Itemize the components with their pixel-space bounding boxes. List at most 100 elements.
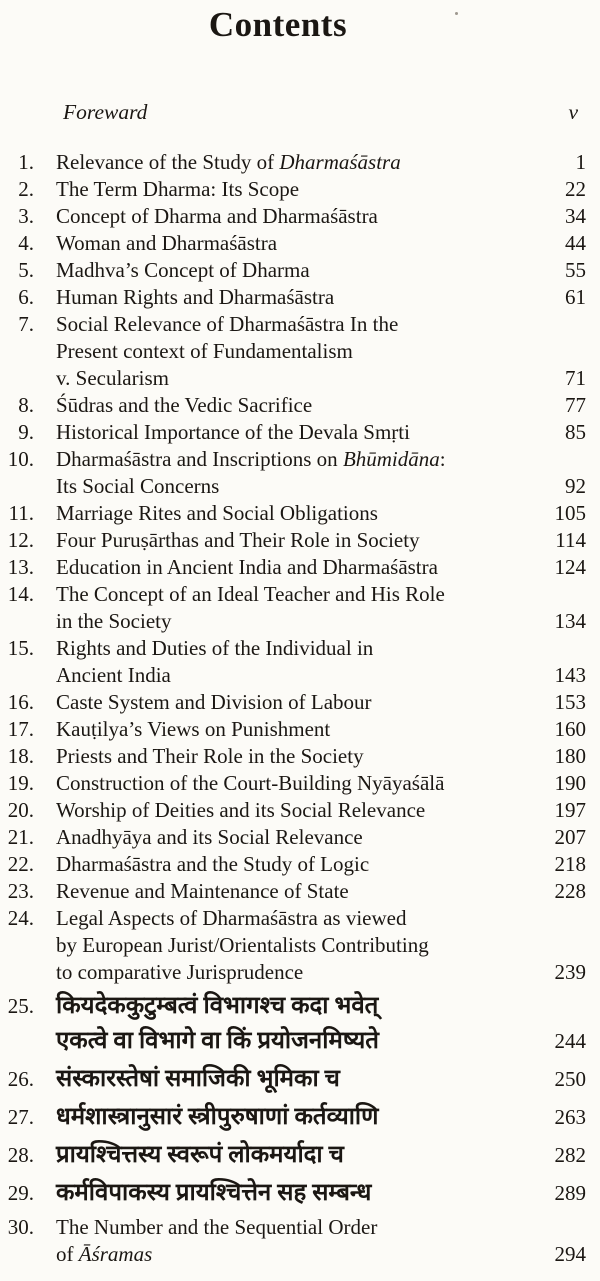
entry-page-number: 61 [565, 285, 586, 309]
entry-title-text: एकत्वे वा विभागे वा किं प्रयोजनमिष्यते [56, 1028, 379, 1054]
toc-list: 1. Relevance of the Study of Dharmaśāstra… [0, 149, 600, 1268]
entry-number: 30. [7, 1215, 34, 1239]
entry-title-text: : [439, 447, 446, 471]
entry-title-text: Bhūmidāna [342, 447, 440, 471]
entry-title-text: Dharmaśāstra and Inscriptions on [56, 447, 343, 471]
entry-title-line: Madhva’s Concept of Dharma [56, 257, 542, 284]
entry-title-line: in the Society [56, 608, 542, 635]
entry-number: 16. [7, 690, 34, 714]
toc-entry: 21. Anadhyāya and its Social Relevance 207 [0, 824, 586, 851]
entry-number: 9. [18, 420, 34, 444]
entry-page-number: 228 [554, 879, 587, 903]
entry-page-number: 105 [554, 501, 587, 525]
entry-title-line: Legal Aspects of Dharmaśāstra as viewed [56, 905, 542, 932]
entry-page-number: 263 [554, 1105, 587, 1129]
entry-number: 2. [18, 177, 34, 201]
entry-number: 14. [7, 582, 34, 606]
entry-title: Dharmaśāstra and Inscriptions on Bhūmidā… [56, 446, 542, 500]
entry-title-text: Concept of Dharma and Dharmaśāstra [56, 204, 378, 228]
entry-title: Relevance of the Study of Dharmaśāstra [56, 149, 542, 176]
foreword-number-spacer [0, 99, 34, 125]
entry-number: 7. [18, 312, 34, 336]
entry-page-number: 289 [554, 1181, 587, 1205]
entry-title: धर्मशास्त्रानुसारं स्त्रीपुरुषाणां कर्तव… [56, 1100, 542, 1135]
entry-title: कर्मविपाकस्य प्रायश्चित्तेन सह सम्बन्ध [56, 1176, 542, 1211]
entry-title: The Concept of an Ideal Teacher and His … [56, 581, 542, 635]
entry-title-text: Social Relevance of Dharmaśāstra In the [56, 312, 399, 336]
entry-title-line: Worship of Deities and its Social Releva… [56, 797, 542, 824]
entry-page-number: 85 [565, 420, 586, 444]
entry-title-line: Śūdras and the Vedic Sacrifice [56, 392, 542, 419]
toc-entry: 4. Woman and Dharmaśāstra 44 [0, 230, 586, 257]
entry-title-line: Historical Importance of the Devala Smṛt… [56, 419, 542, 446]
entry-title-text: Āśramas [78, 1242, 153, 1266]
entry-title-text: Madhva’s Concept of Dharma [56, 258, 310, 282]
entry-title-text: to comparative Jurisprudence [56, 960, 304, 984]
entry-page-number: 1 [575, 150, 587, 174]
entry-title-text: Revenue and Maintenance of State [56, 879, 349, 903]
entry-title-text: Historical Importance of the Devala Smṛt… [56, 420, 410, 444]
entry-title-text: धर्मशास्त्रानुसारं स्त्रीपुरुषाणां कर्तव… [56, 1104, 379, 1130]
entry-title-line: Revenue and Maintenance of State [56, 878, 542, 905]
entry-number: 25. [7, 994, 34, 1018]
entry-title-text: Construction of the Court-Building Nyāya… [56, 771, 445, 795]
entry-page-number: 180 [554, 744, 587, 768]
entry-title-line: Present context of Fundamentalism [56, 338, 542, 365]
toc-entry: 11. Marriage Rites and Social Obligations… [0, 500, 586, 527]
entry-title-line: Kauṭilya’s Views on Punishment [56, 716, 542, 743]
entry-title-line: Construction of the Court-Building Nyāya… [56, 770, 542, 797]
entry-number: 11. [8, 501, 34, 525]
entry-title: The Number and the Sequential Order of Āś… [56, 1214, 542, 1268]
entry-title: Rights and Duties of the Individual in An… [56, 635, 542, 689]
entry-title-text: Rights and Duties of the Individual in [56, 636, 374, 660]
toc-entry: 17. Kauṭilya’s Views on Punishment 160 [0, 716, 586, 743]
toc-entry: 12. Four Puruṣārthas and Their Role in So… [0, 527, 586, 554]
entry-number: 28. [7, 1143, 34, 1167]
entry-page-number: 250 [554, 1067, 587, 1091]
entry-title: Education in Ancient India and Dharmaśās… [56, 554, 542, 581]
toc-entry: 14. The Concept of an Ideal Teacher and H… [0, 581, 586, 635]
entry-number: 20. [7, 798, 34, 822]
entry-title-line: Relevance of the Study of Dharmaśāstra [56, 149, 542, 176]
entry-title-line: कियदेककुटुम्बत्वं विभागश्च कदा भवेत् [56, 989, 542, 1024]
entry-title-line: कर्मविपाकस्य प्रायश्चित्तेन सह सम्बन्ध [56, 1176, 542, 1211]
entry-title: Worship of Deities and its Social Releva… [56, 797, 542, 824]
entry-number: 23. [7, 879, 34, 903]
entry-title-line: The Term Dharma: Its Scope [56, 176, 542, 203]
entry-number: 1. [18, 150, 34, 174]
toc-entry: 9. Historical Importance of the Devala Sm… [0, 419, 586, 446]
entry-title-line: Ancient India [56, 662, 542, 689]
entry-number: 19. [7, 771, 34, 795]
entry-title: Kauṭilya’s Views on Punishment [56, 716, 542, 743]
entry-title: Priests and Their Role in the Society [56, 743, 542, 770]
entry-title-line: Four Puruṣārthas and Their Role in Socie… [56, 527, 542, 554]
entry-page-number: 71 [565, 366, 586, 390]
entry-page-number: 34 [565, 204, 586, 228]
entry-title: संस्कारस्तेषां समाजिकी भूमिका च [56, 1062, 542, 1097]
entry-title: Woman and Dharmaśāstra [56, 230, 542, 257]
entry-number: 10. [7, 447, 34, 471]
entry-title: Human Rights and Dharmaśāstra [56, 284, 542, 311]
entry-number: 29. [7, 1181, 34, 1205]
toc-entry: 13. Education in Ancient India and Dharma… [0, 554, 586, 581]
entry-title-text: Priests and Their Role in the Society [56, 744, 364, 768]
entry-title-line: v. Secularism [56, 365, 542, 392]
entry-number: 5. [18, 258, 34, 282]
entry-title-text: Woman and Dharmaśāstra [56, 231, 278, 255]
foreword-label: Foreward [63, 100, 148, 124]
entry-title: कियदेककुटुम्बत्वं विभागश्च कदा भवेत् एकत्… [56, 989, 542, 1059]
entry-page-number: 55 [565, 258, 586, 282]
entry-number: 27. [7, 1105, 34, 1129]
entry-title-line: Priests and Their Role in the Society [56, 743, 542, 770]
entry-title-line: of Āśramas [56, 1241, 542, 1268]
entry-title: Revenue and Maintenance of State [56, 878, 542, 905]
entry-page-number: 22 [565, 177, 586, 201]
entry-number: 13. [7, 555, 34, 579]
entry-title-text: by European Jurist/Orientalists Contribu… [56, 933, 429, 957]
entry-title: Caste System and Division of Labour [56, 689, 542, 716]
entry-title-text: in the Society [56, 609, 172, 633]
scan-speck-dot [455, 12, 458, 15]
toc-entry: 24. Legal Aspects of Dharmaśāstra as view… [0, 905, 586, 986]
entry-page-number: 77 [565, 393, 586, 417]
entry-title-line: Its Social Concerns [56, 473, 542, 500]
